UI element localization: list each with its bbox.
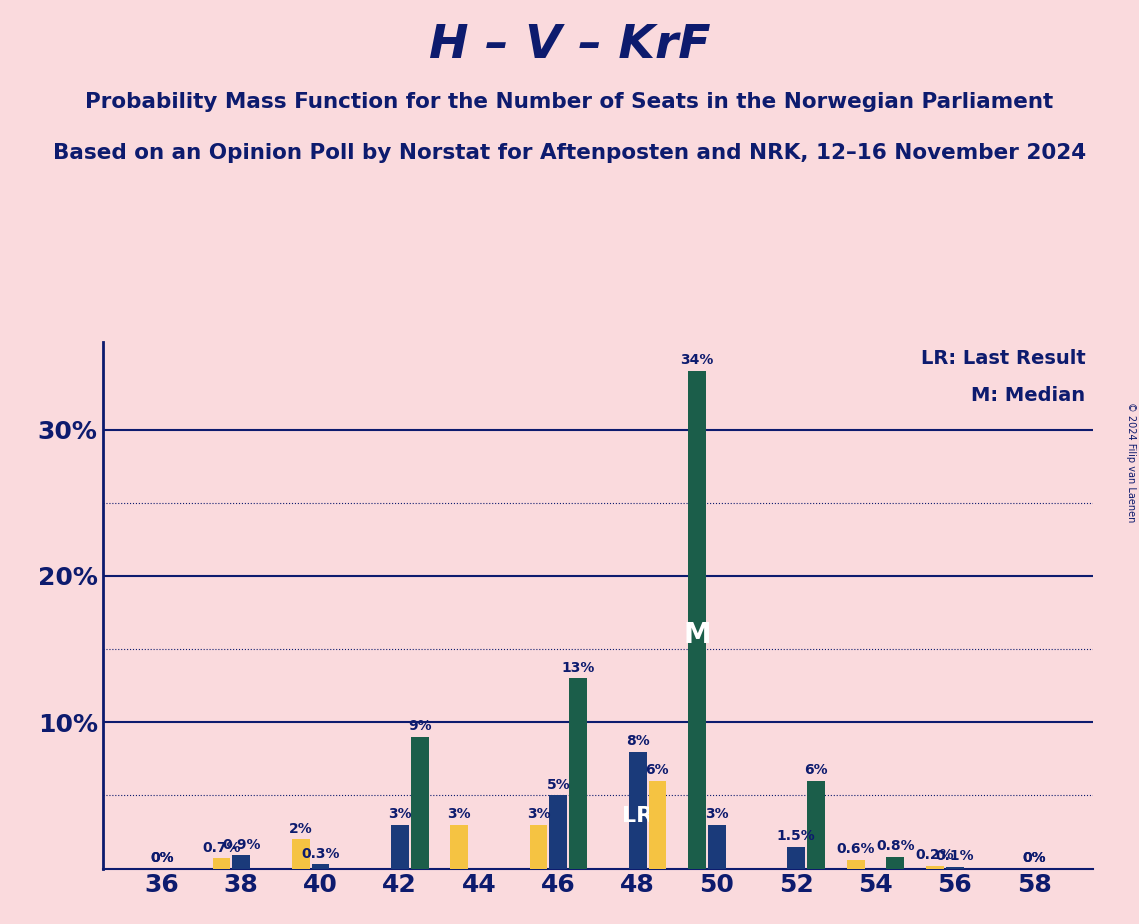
- Text: LR: LR: [622, 806, 653, 826]
- Bar: [926, 866, 944, 869]
- Text: 3%: 3%: [388, 807, 411, 821]
- Bar: [945, 867, 964, 869]
- Text: 13%: 13%: [562, 661, 595, 675]
- Bar: [648, 781, 666, 869]
- Text: 3%: 3%: [448, 807, 472, 821]
- Text: 0%: 0%: [1022, 851, 1046, 865]
- Text: 6%: 6%: [804, 763, 828, 777]
- Text: 3%: 3%: [705, 807, 729, 821]
- Text: M: Median: M: Median: [972, 386, 1085, 405]
- Text: 9%: 9%: [408, 719, 432, 734]
- Text: 1.5%: 1.5%: [777, 829, 816, 843]
- Bar: [886, 857, 904, 869]
- Bar: [570, 678, 587, 869]
- Bar: [292, 839, 310, 869]
- Text: 0.2%: 0.2%: [916, 848, 954, 862]
- Text: 5%: 5%: [547, 778, 571, 792]
- Text: 0.8%: 0.8%: [876, 839, 915, 853]
- Bar: [450, 825, 468, 869]
- Text: 8%: 8%: [625, 734, 649, 748]
- Bar: [411, 737, 428, 869]
- Bar: [530, 825, 548, 869]
- Text: © 2024 Filip van Laenen: © 2024 Filip van Laenen: [1126, 402, 1136, 522]
- Bar: [688, 371, 706, 869]
- Bar: [213, 858, 230, 869]
- Text: 2%: 2%: [289, 821, 312, 835]
- Bar: [708, 825, 726, 869]
- Text: 6%: 6%: [646, 763, 670, 777]
- Text: Based on an Opinion Poll by Norstat for Aftenposten and NRK, 12–16 November 2024: Based on an Opinion Poll by Norstat for …: [52, 143, 1087, 164]
- Bar: [549, 796, 567, 869]
- Bar: [312, 864, 329, 869]
- Text: H – V – KrF: H – V – KrF: [428, 23, 711, 68]
- Bar: [232, 856, 251, 869]
- Text: 34%: 34%: [680, 354, 714, 368]
- Text: 3%: 3%: [526, 807, 550, 821]
- Text: 0%: 0%: [150, 851, 174, 865]
- Text: 0.3%: 0.3%: [301, 846, 339, 860]
- Text: 0%: 0%: [1022, 851, 1046, 865]
- Bar: [391, 825, 409, 869]
- Bar: [787, 846, 805, 869]
- Text: 0.6%: 0.6%: [836, 842, 875, 857]
- Text: 0.7%: 0.7%: [202, 841, 240, 855]
- Bar: [846, 859, 865, 869]
- Text: Probability Mass Function for the Number of Seats in the Norwegian Parliament: Probability Mass Function for the Number…: [85, 92, 1054, 113]
- Text: LR: Last Result: LR: Last Result: [920, 349, 1085, 368]
- Bar: [629, 751, 647, 869]
- Text: 0.9%: 0.9%: [222, 838, 261, 852]
- Text: 0.1%: 0.1%: [935, 849, 974, 863]
- Text: 0%: 0%: [150, 851, 174, 865]
- Text: M: M: [683, 621, 711, 649]
- Bar: [808, 781, 825, 869]
